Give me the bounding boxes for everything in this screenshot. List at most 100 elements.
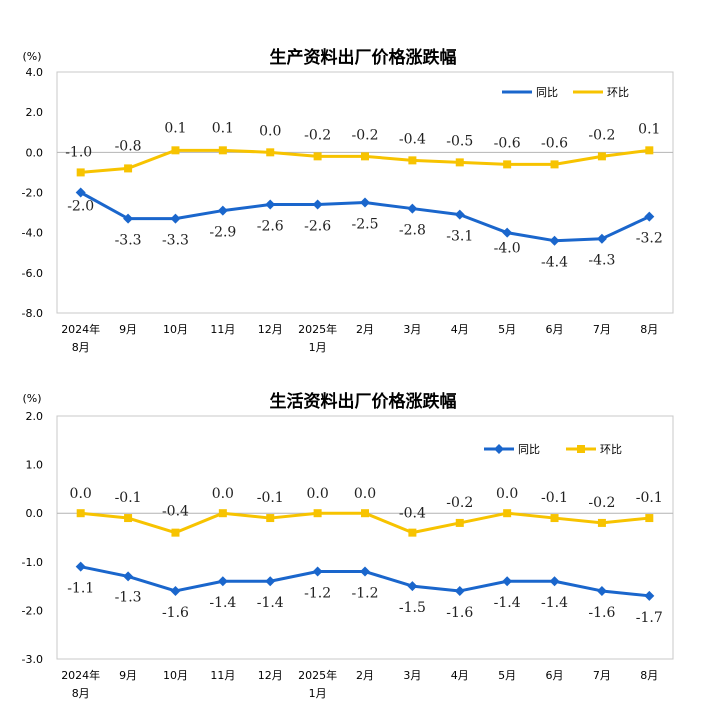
data-label: -0.2: [446, 495, 473, 511]
x-tick-label: 2024年: [61, 322, 100, 336]
data-point: [644, 211, 655, 222]
data-point: [312, 566, 323, 577]
data-point: [218, 509, 227, 518]
y-tick-label: 2.0: [26, 410, 44, 423]
y-tick-label: 1.0: [26, 459, 44, 472]
x-tick-label: 6月: [546, 323, 564, 336]
data-label: -1.6: [446, 605, 473, 621]
x-tick-label: 8月: [72, 341, 90, 354]
data-point: [313, 509, 322, 518]
x-tick-label: 2月: [356, 323, 374, 336]
x-tick-label: 11月: [210, 323, 235, 336]
x-tick-label: 8月: [640, 323, 658, 336]
chart-title: 生活资料出厂价格涨跌幅: [270, 391, 457, 412]
data-point: [171, 146, 180, 155]
data-point: [361, 509, 369, 518]
data-label: -0.2: [352, 127, 379, 143]
y-tick-label: 2.0: [26, 106, 44, 119]
data-label: -0.6: [541, 135, 568, 151]
data-point: [407, 203, 418, 214]
x-tick-label: 5月: [498, 323, 516, 336]
x-tick-label: 2024年: [61, 668, 100, 682]
data-point: [455, 158, 464, 167]
data-label: -1.6: [162, 605, 189, 621]
x-tick-label: 8月: [72, 687, 90, 700]
x-tick-label: 8月: [640, 669, 658, 682]
data-label: -0.1: [115, 490, 142, 506]
data-point: [502, 576, 513, 587]
data-point: [549, 235, 560, 246]
data-point: [265, 576, 276, 587]
y-tick-label: 0.0: [26, 507, 44, 520]
data-point: [124, 514, 133, 523]
data-label: 0.1: [638, 121, 660, 137]
data-point: [171, 528, 180, 537]
data-point: [597, 518, 606, 527]
data-label: -2.6: [257, 219, 284, 235]
data-point: [360, 197, 370, 208]
data-point: [645, 514, 654, 523]
data-point: [217, 576, 228, 587]
legend-marker: [494, 444, 504, 454]
data-point: [170, 213, 181, 224]
data-label: 0.0: [496, 486, 518, 502]
data-label: -0.2: [588, 495, 615, 511]
legend-label: 同比: [518, 443, 540, 456]
x-tick-label: 7月: [593, 323, 611, 336]
x-tick-label: 12月: [258, 669, 283, 682]
data-point: [124, 164, 133, 173]
plot-frame: [56, 415, 674, 660]
data-label: -1.3: [115, 589, 142, 605]
x-tick-label: 9月: [119, 323, 137, 336]
data-point: [361, 152, 369, 161]
y-tick-label: -2.0: [22, 604, 43, 617]
data-point: [550, 160, 559, 169]
data-label: -1.4: [209, 595, 236, 611]
x-tick-label: 1月: [309, 687, 327, 700]
data-point: [596, 585, 607, 596]
x-tick-label: 10月: [163, 323, 188, 336]
y-tick-label: -8.0: [22, 307, 43, 320]
y-tick-label: -4.0: [22, 227, 43, 240]
data-label: 0.0: [306, 486, 328, 502]
data-point: [454, 585, 465, 596]
data-point: [596, 233, 607, 244]
x-tick-label: 3月: [403, 669, 421, 682]
data-label: -0.2: [304, 127, 331, 143]
data-point: [408, 528, 417, 537]
data-point: [312, 199, 323, 210]
x-tick-label: 2月: [356, 669, 374, 682]
data-point: [597, 152, 606, 161]
data-label: -0.1: [257, 490, 284, 506]
y-axis-unit: (%): [22, 392, 41, 405]
data-label: -2.0: [67, 199, 94, 215]
data-point: [407, 581, 418, 592]
data-label: -2.5: [352, 217, 379, 233]
x-tick-label: 9月: [119, 669, 137, 682]
data-label: -1.4: [257, 595, 284, 611]
data-point: [502, 227, 513, 238]
data-label: -4.4: [541, 255, 568, 271]
data-point: [455, 518, 464, 527]
data-label: -0.6: [494, 135, 521, 151]
x-tick-label: 2025年: [298, 322, 337, 336]
data-label: -2.8: [399, 223, 426, 239]
data-label: -0.4: [162, 504, 189, 520]
data-point: [408, 156, 417, 165]
chart-title: 生产资料出厂价格涨跌幅: [270, 47, 457, 68]
data-label: -1.1: [67, 581, 94, 597]
data-point: [265, 199, 276, 210]
data-label: -3.2: [636, 231, 663, 247]
x-tick-label: 2025年: [298, 668, 337, 682]
data-label: -0.1: [541, 490, 568, 506]
x-tick-label: 4月: [451, 323, 469, 336]
y-tick-label: -6.0: [22, 267, 43, 280]
data-point: [644, 590, 655, 601]
data-label: 0.1: [164, 120, 186, 136]
data-label: -4.3: [588, 253, 615, 269]
data-point: [75, 561, 86, 572]
y-tick-label: 0.0: [26, 146, 44, 159]
x-tick-label: 1月: [309, 341, 327, 354]
